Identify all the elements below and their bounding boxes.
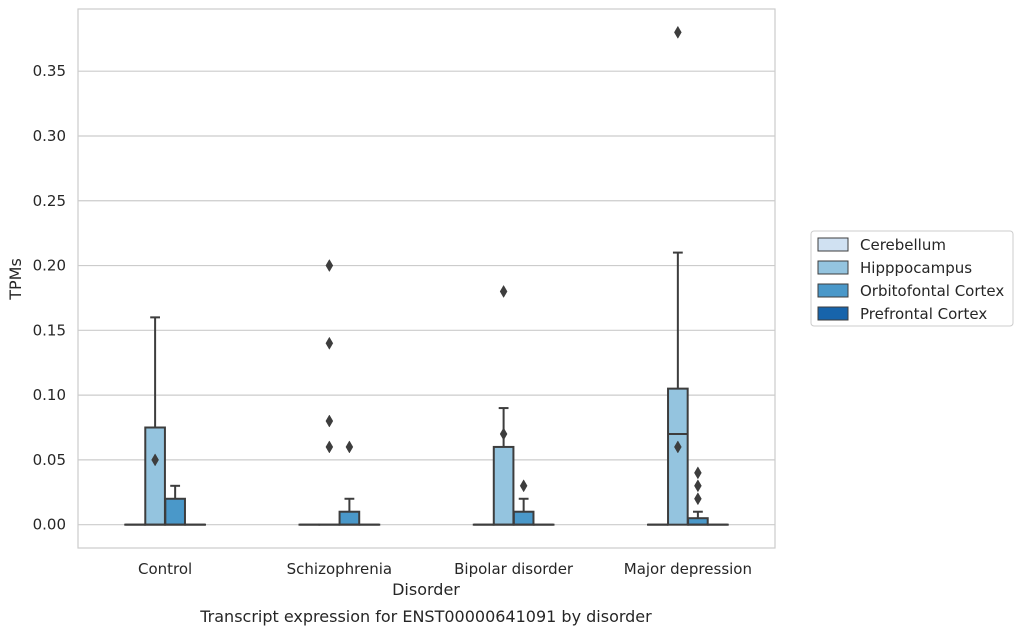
outlier-point [325, 440, 334, 454]
x-tick-label: Control [138, 560, 192, 578]
y-tick-label: 0.35 [33, 62, 66, 80]
legend-frame [810, 230, 1014, 327]
box-body [512, 510, 535, 526]
outlier-point [325, 336, 334, 350]
outlier-point [694, 466, 702, 480]
y-axis-ticks: 0.00 0.05 0.10 0.15 0.20 0.25 0.30 0.35 [33, 62, 66, 533]
outlier-point [499, 284, 508, 298]
box-series [124, 25, 729, 526]
outlier-point [674, 440, 682, 454]
legend: Cerebellum Hipppocampus Orbitofontal Corte… [810, 230, 1014, 327]
box-body [667, 387, 689, 526]
box-body [144, 426, 166, 526]
legend-swatch [817, 283, 849, 298]
outlier-point [674, 25, 682, 39]
legend-swatch [817, 306, 849, 321]
outlier-point [519, 479, 528, 493]
outlier-point [345, 440, 354, 454]
x-axis-label: Disorder [392, 580, 460, 599]
box-1-2 [492, 284, 515, 526]
y-tick-label: 0.05 [33, 451, 66, 469]
box-2-2 [512, 479, 535, 526]
box-2-3 [687, 466, 709, 526]
y-axis-label: TPMs [6, 258, 25, 301]
plot-frame [77, 8, 776, 549]
outlier-point [499, 427, 508, 441]
legend-swatch [817, 260, 849, 275]
box-2-0 [164, 484, 186, 526]
box-body [164, 497, 186, 526]
box-body [338, 510, 361, 526]
chart-caption: Transcript expression for ENST0000064109… [199, 607, 652, 626]
y-tick-label: 0.15 [33, 321, 66, 339]
x-tick-label: Schizophrenia [287, 560, 392, 578]
box-1-3 [667, 25, 689, 526]
y-tick-label: 0.30 [33, 127, 66, 145]
outlier-point [694, 479, 702, 493]
x-axis-ticks: Control Schizophrenia Bipolar disorder Majo… [138, 560, 752, 578]
outlier-point [151, 453, 159, 467]
box-2-1 [338, 440, 361, 526]
outlier-point [325, 414, 334, 428]
legend-label: Prefrontal Cortex [860, 305, 987, 323]
box-1-0 [144, 316, 166, 526]
box-body [492, 445, 515, 526]
grid-lines [78, 70, 775, 526]
legend-label: Hipppocampus [860, 259, 972, 277]
outlier-point [325, 259, 334, 273]
box-1-1 [318, 259, 341, 526]
x-tick-label: Bipolar disorder [454, 560, 574, 578]
legend-label: Orbitofontal Cortex [860, 282, 1004, 300]
y-tick-label: 0.25 [33, 192, 66, 210]
y-tick-label: 0.20 [33, 257, 66, 275]
y-tick-label: 0.10 [33, 386, 66, 404]
legend-swatch [817, 237, 849, 252]
y-tick-label: 0.00 [33, 516, 66, 534]
x-tick-label: Major depression [624, 560, 752, 578]
legend-label: Cerebellum [860, 236, 946, 254]
outlier-point [694, 492, 702, 506]
legend-items: Cerebellum Hipppocampus Orbitofontal Corte… [817, 236, 1004, 323]
